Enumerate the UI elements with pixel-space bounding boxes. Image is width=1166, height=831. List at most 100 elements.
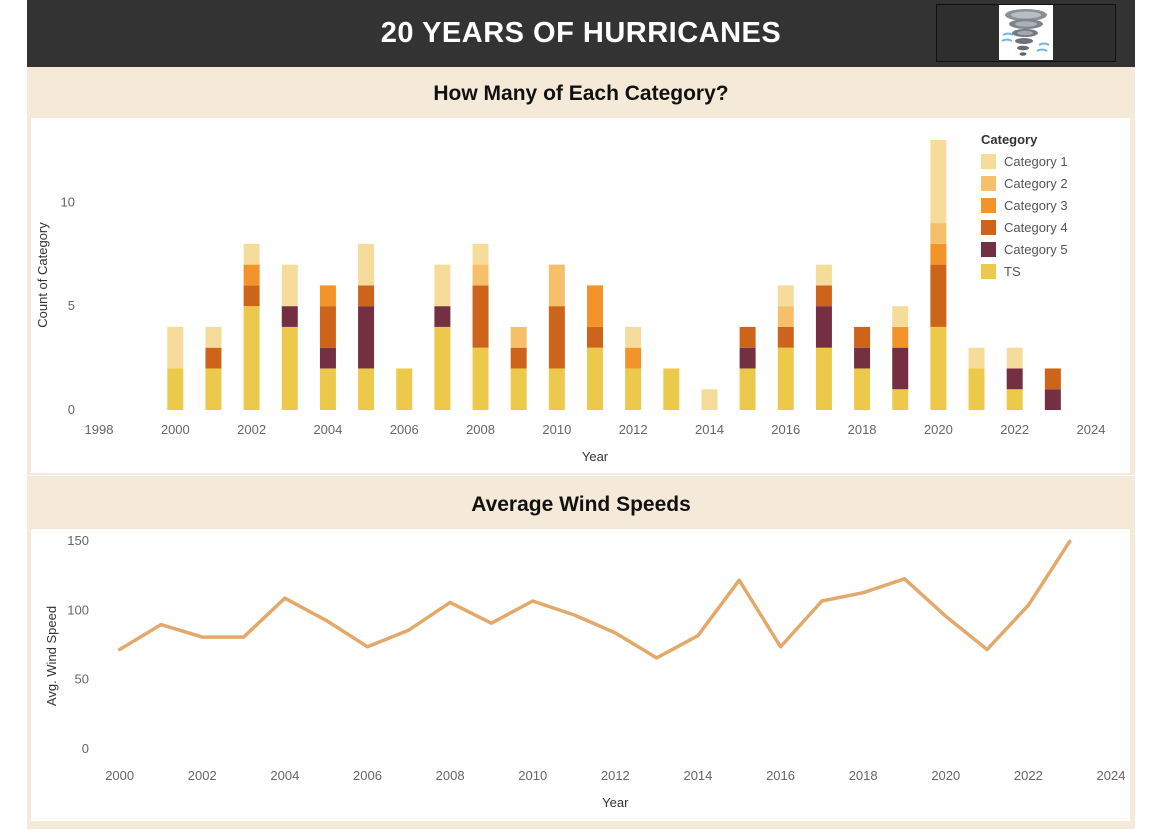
bar-segment-category-2 [472,264,489,286]
wind-speed-point [1026,603,1030,607]
bar-segment-category-4 [587,326,603,348]
bar-segment-ts [434,326,451,410]
bar-segment-category-1 [167,326,184,369]
bar-segment-category-5 [1044,389,1061,410]
wind-speed-point [696,634,700,638]
bar-segment-category-1 [434,264,451,307]
bar-segment-category-3 [243,264,260,286]
bar-segment-category-5 [281,306,298,327]
x-tick-label: 2000 [105,768,134,783]
y-tick-label: 150 [67,533,89,548]
bar-segment-category-4 [1044,368,1061,390]
x-tick-label: 2020 [924,422,953,437]
bar-segment-ts [548,368,565,410]
bar-segment-category-5 [892,347,909,390]
bar-segment-category-1 [205,326,222,348]
legend-swatch [981,154,996,169]
wind-speed-point [531,599,535,603]
x-tick-label: 2010 [542,422,571,437]
x-axis-label: Year [602,795,629,810]
x-tick-label: 2008 [436,768,465,783]
wind-speed-line [117,539,1072,660]
bar-segment-category-4 [358,285,375,307]
tornado-icon [999,5,1053,60]
wind-speed-point [159,623,163,627]
line-chart-title: Average Wind Speeds [471,493,691,516]
bar-segment-category-4 [205,347,222,369]
bar-segment-ts [1006,389,1023,410]
legend-swatch [981,220,996,235]
x-tick-label: 2018 [848,422,877,437]
y-tick-label: 100 [67,602,89,617]
bar-segment-category-1 [815,264,832,286]
bar-segment-ts [663,368,680,410]
bar-segment-category-4 [930,264,947,327]
bar-segment-category-4 [243,285,260,307]
legend-swatch [981,176,996,191]
y-tick-label: 10 [61,194,75,209]
x-tick-label: 2016 [771,422,800,437]
bar-segment-category-3 [587,285,603,327]
x-tick-label: 1998 [85,422,114,437]
y-tick-label: 0 [68,402,75,417]
y-tick-label: 0 [82,741,89,756]
bar-segment-category-1 [472,243,489,265]
legend-label: Category 5 [1004,242,1068,257]
line-chart: 0 50 100 150 2000 2002 2004 2006 2008 2010 2012 201… [44,533,1126,810]
x-tick-label: 2014 [683,768,712,783]
legend-swatch [981,242,996,257]
bar-segment-category-1 [930,140,947,224]
logo-box [936,4,1116,62]
wind-speed-point [779,645,783,649]
line-chart-area: 0 50 100 150 2000 2002 2004 2006 2008 2010 2012 201… [31,529,1130,821]
legend-swatch [981,198,996,213]
dashboard-header: 20 YEARS OF HURRICANES [27,0,1135,67]
x-tick-label: 2000 [161,422,190,437]
bar-segment-category-4 [777,326,794,348]
x-tick-label: 2008 [466,422,495,437]
bar-segment-category-4 [548,306,565,369]
wind-speed-point [324,618,328,622]
bar-segment-category-1 [1006,347,1023,369]
bar-segment-category-5 [358,306,375,369]
bar-segment-category-1 [625,326,642,348]
bar-segment-category-1 [968,347,985,369]
bar-segment-ts [205,368,222,410]
bar-segment-ts [319,368,336,410]
x-tick-label: 2012 [619,422,648,437]
wind-speed-point [613,631,617,635]
y-axis-label: Avg. Wind Speed [44,606,59,706]
bar-chart-title: How Many of Each Category? [433,82,729,105]
x-tick-label: 2024 [1097,768,1126,783]
x-tick-label: 2018 [849,768,878,783]
wind-speed-point [737,578,741,582]
stacked-bar-chart: 0 5 10 1998 2000 2002 2004 2006 2008 2010 2012 2014… [35,132,1106,464]
bar-segment-category-4 [739,326,756,348]
legend-label: Category 4 [1004,220,1068,235]
wind-speed-point [1068,539,1072,543]
x-tick-label: 2002 [188,768,217,783]
bar-segment-category-4 [854,326,871,348]
bar-segment-category-2 [510,326,527,348]
x-tick-label: 2014 [695,422,724,437]
x-tick-label: 2004 [313,422,342,437]
bar-segment-ts [396,368,413,410]
bar-segment-ts [892,389,909,410]
x-axis-label: Year [582,449,609,464]
legend-title: Category [981,132,1038,147]
x-tick-label: 2016 [766,768,795,783]
x-tick-label: 2004 [270,768,299,783]
bar-segment-category-5 [434,306,451,327]
bar-segment-category-1 [892,306,909,327]
bar-segment-category-1 [701,389,718,410]
x-tick-label: 2020 [931,768,960,783]
bar-segment-category-4 [472,285,489,348]
wind-speed-point [861,591,865,595]
bar-segment-category-3 [625,347,642,369]
bar-segment-ts [854,368,871,410]
legend-label: TS [1004,264,1021,279]
x-tick-label: 2010 [518,768,547,783]
x-tick-label: 2024 [1077,422,1106,437]
bar-segment-ts [281,326,298,410]
wind-speed-point [820,599,824,603]
